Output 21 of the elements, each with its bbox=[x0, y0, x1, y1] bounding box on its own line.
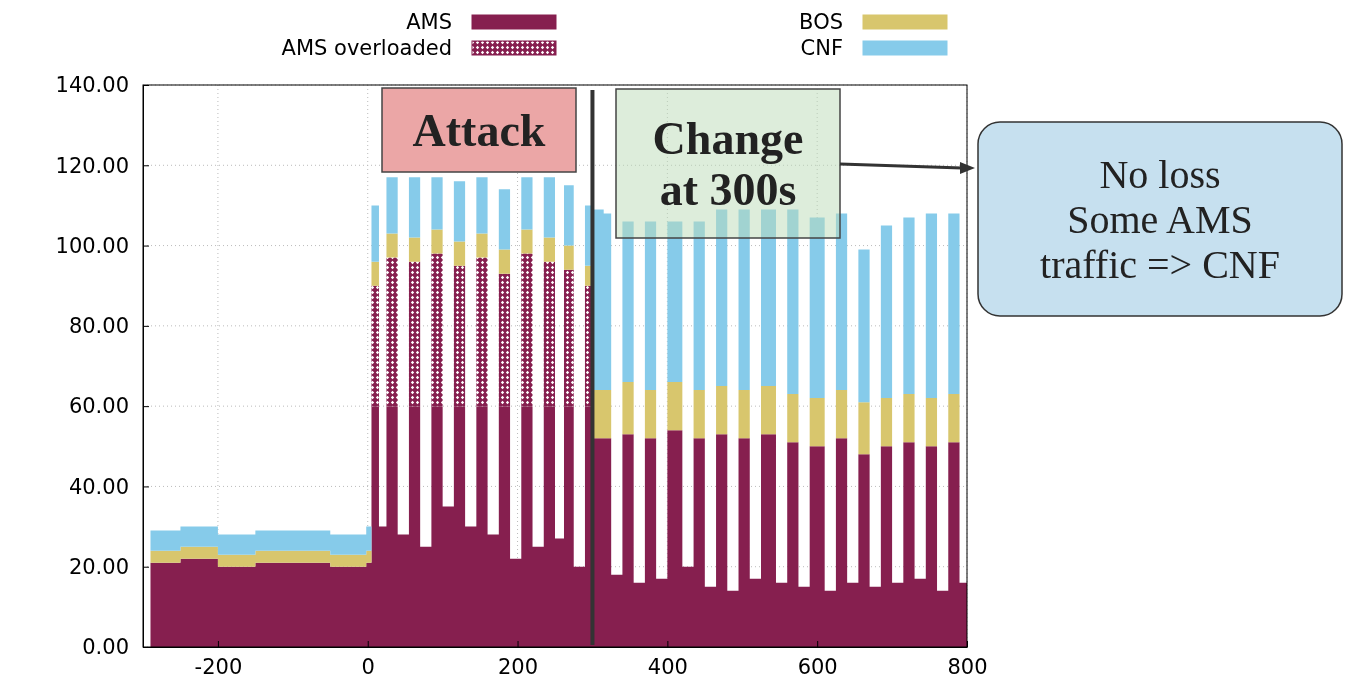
y-tick-label: 20.00 bbox=[68, 554, 129, 579]
x-tick-label: 0 bbox=[361, 654, 375, 679]
x-tick-label: 600 bbox=[797, 654, 838, 679]
legend-label: AMS bbox=[406, 10, 452, 34]
y-tick-label: 0.00 bbox=[82, 635, 129, 660]
y-tick-label: 60.00 bbox=[68, 394, 129, 419]
y-tick-label: 100.00 bbox=[55, 233, 129, 258]
text: No loss Some AMS traffic => CNF bbox=[1040, 152, 1280, 287]
legend-label: CNF bbox=[800, 36, 843, 60]
x-tick-label: 800 bbox=[947, 654, 988, 679]
annotation: Change at 300s bbox=[652, 112, 804, 216]
x-tick-label: 200 bbox=[498, 654, 539, 679]
x-tick-label: 400 bbox=[647, 654, 688, 679]
legend-label: BOS bbox=[799, 10, 843, 34]
x-tick-label: -200 bbox=[194, 654, 243, 679]
y-tick-label: 120.00 bbox=[55, 153, 129, 178]
annotation: Attack bbox=[412, 105, 546, 157]
y-tick-label: 140.00 bbox=[55, 73, 129, 98]
legend-label: AMS overloaded bbox=[281, 36, 452, 60]
y-tick-label: 80.00 bbox=[68, 314, 129, 339]
y-tick-label: 40.00 bbox=[68, 474, 129, 499]
